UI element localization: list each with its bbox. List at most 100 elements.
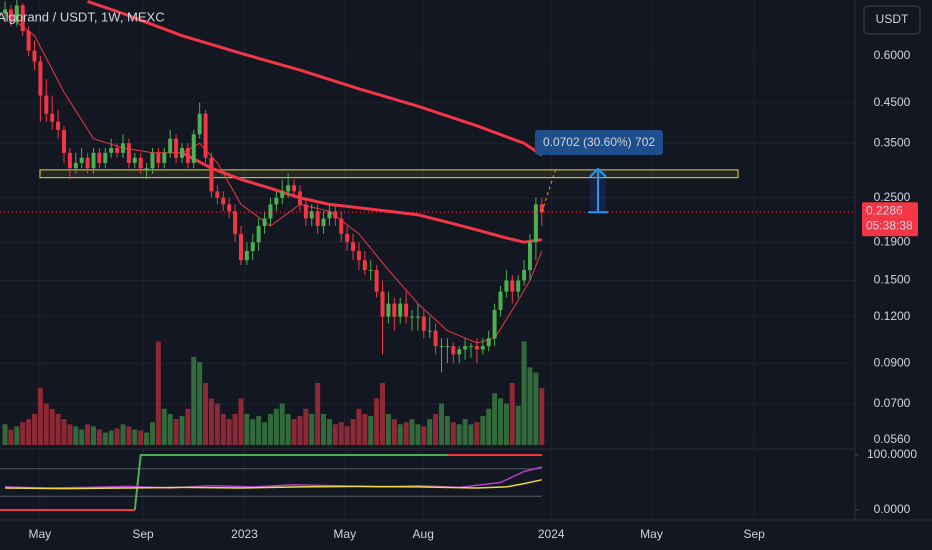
candle-body [351,242,356,251]
volume-bar [503,403,509,445]
candle-body [274,197,279,205]
volume-bar [515,405,521,445]
candle-body [504,280,509,292]
volume-bar [250,419,256,445]
x-tick-label: Aug [413,527,434,541]
volume-bar [309,413,315,445]
volume-bar [297,416,303,445]
candle-body [463,346,468,350]
candle-body [67,152,72,169]
volume-bar [167,413,173,445]
volume-bar [96,429,102,445]
volume-bar [49,408,55,445]
candles [3,0,739,373]
volume-bar [67,424,73,445]
candle-body [238,233,243,261]
volume-bar [444,416,450,445]
volume-bar [203,382,209,445]
candle-body [162,152,167,163]
volume-bar [73,426,79,445]
volume-bar [421,426,427,445]
candle-body [439,346,444,348]
candle-body [474,346,479,350]
volume-bar [144,432,150,445]
volume-bar [279,403,285,445]
volume-bar [114,428,120,445]
candle-body [150,152,155,169]
candle-body [38,61,43,96]
candle-body [486,338,491,347]
x-tick-label: May [333,527,356,541]
y-tick-label: 0.1500 [874,273,911,287]
volume-bar [132,429,138,445]
volume-bar [509,382,515,445]
volume-bar [197,362,203,445]
volume-bar [238,398,244,445]
volume-bar [385,413,391,445]
candle-body [209,157,214,192]
volume-bar [126,426,132,445]
volume-bar [433,413,439,445]
candle-body [445,346,450,348]
zone [39,169,739,179]
candle-body [132,157,137,163]
volume-bar [185,408,191,445]
volume-bar [350,419,356,445]
indicator-tick-label: 100.0000 [867,447,917,461]
candle-body [85,157,90,169]
volume-bar [220,413,226,445]
volume-bar [108,430,114,445]
volume-bar [273,408,279,445]
currency-button-label[interactable]: USDT [876,12,909,26]
candle-body [333,211,338,219]
volume-bar [474,422,480,445]
volume-bar [486,408,492,445]
volume-bar [149,422,155,445]
volume-bar [332,424,338,445]
volume-bar [321,413,327,445]
y-tick-label: 0.0900 [874,355,911,369]
volume-bar [120,424,126,445]
candle-body [516,280,521,292]
volume-bar [85,424,91,445]
y-tick-label: 0.1900 [874,234,911,248]
candle-body [8,9,13,23]
candle-body [362,260,367,271]
volume-bar [539,388,545,445]
candle-body [32,50,37,62]
candle-body [457,349,462,355]
candle-body [256,225,261,243]
candle-body [50,113,55,122]
candle-body [215,191,220,198]
candle-body [120,143,125,153]
volume-bar [244,413,250,445]
volume-bar [232,413,238,445]
candle-body [303,204,308,219]
candle-body [510,280,515,292]
volume-bar [356,408,362,445]
last-price-box [862,202,918,237]
candle-body [286,185,291,192]
volume-bar [26,419,32,445]
currency-button[interactable] [863,5,921,35]
candle-body [185,147,190,163]
volume-bar [415,424,421,445]
candle-body [179,147,184,158]
volume-bar [226,419,232,445]
candle-body [327,211,332,219]
volume-bar [2,424,8,445]
volume-bar [374,398,380,445]
volume-bar [391,419,397,445]
candle-body [268,204,273,219]
candle-body [3,9,8,14]
volume-bar [262,422,268,445]
candle-body [91,152,96,169]
volume-bar [179,416,185,445]
volume-bar [492,393,498,445]
candle-body [386,303,391,317]
volume-bar [37,388,43,445]
volume-bar [521,341,527,445]
y-tick-label: 0.0560 [874,432,911,446]
volume-bar [155,341,161,445]
candle-body [522,270,527,281]
